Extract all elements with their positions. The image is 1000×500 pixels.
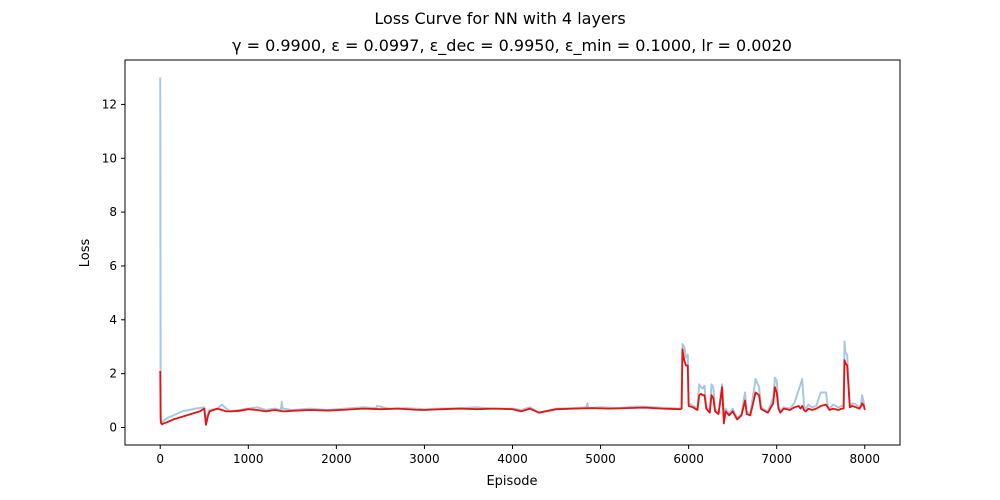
raw-loss-line — [159, 77, 866, 424]
x-tick-label: 4000 — [497, 452, 528, 466]
series-layer — [159, 77, 866, 426]
y-tick-label: 6 — [109, 259, 117, 273]
x-tick-label: 1000 — [233, 452, 264, 466]
x-tick-label: 2000 — [321, 452, 352, 466]
y-axis-ticks: 0 2 4 6 8 10 12 — [102, 97, 125, 435]
x-tick-label: 7000 — [761, 452, 792, 466]
x-tick-label: 6000 — [673, 452, 704, 466]
chart-title: γ = 0.9900, ε = 0.0997, ε_dec = 0.9950, … — [232, 36, 792, 56]
x-tick-label: 3000 — [409, 452, 440, 466]
chart-suptitle: Loss Curve for NN with 4 layers — [374, 9, 625, 28]
x-tick-label: 5000 — [585, 452, 616, 466]
plot-frame — [124, 59, 901, 446]
x-tick-label: 0 — [156, 452, 164, 466]
y-tick-label: 4 — [109, 313, 117, 327]
y-tick-label: 2 — [109, 367, 117, 381]
y-axis-label: Loss — [78, 239, 93, 268]
smoothed-loss-line — [159, 348, 866, 426]
y-tick-label: 8 — [109, 205, 117, 219]
x-axis-label: Episode — [486, 474, 537, 489]
x-axis-ticks: 0 1000 2000 3000 4000 5000 6000 7000 8000 — [156, 445, 880, 466]
y-tick-label: 10 — [102, 151, 117, 165]
y-tick-label: 0 — [109, 421, 117, 435]
y-tick-label: 12 — [102, 97, 117, 111]
x-tick-label: 8000 — [849, 452, 880, 466]
